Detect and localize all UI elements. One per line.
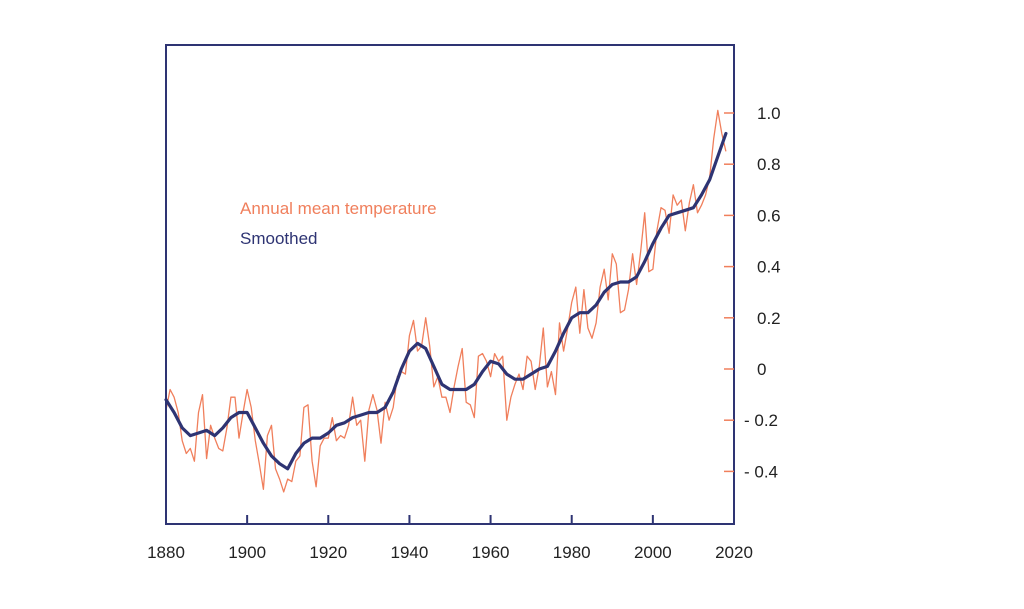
plot-frame [165,44,735,525]
legend-annual-label: Annual mean temperature [240,199,437,218]
legend-smoothed-label: Smoothed [240,229,318,248]
x-tick-label: 1900 [228,543,266,562]
x-tick-label: 2020 [715,543,753,562]
y-tick-label: 0.2 [757,309,781,328]
x-tick-label: 1980 [553,543,591,562]
y-tick-label: - 0.4 [744,462,778,481]
y-axis: 1.0 0.8 0.6 0.4 0.2 0 - 0.2 - 0.4 [724,104,781,481]
x-tick-label: 2000 [634,543,672,562]
y-tick-label: - 0.2 [744,411,778,430]
y-tick-label: 1.0 [757,104,781,123]
smoothed-line [164,131,728,471]
legend: Annual mean temperature Smoothed [240,199,437,248]
x-tick-label: 1940 [391,543,429,562]
plot-area [164,109,728,493]
annual-mean-temperature-line [165,109,727,493]
x-tick-label: 1920 [309,543,347,562]
y-tick-label: 0.6 [757,206,781,225]
y-tick-label: 0.4 [757,258,781,277]
y-tick-label: 0.8 [757,155,781,174]
x-tick-label: 1880 [147,543,185,562]
x-tick-label: 1960 [472,543,510,562]
x-axis: 1880 1900 1920 1940 1960 1980 2000 2020 [147,515,753,562]
y-tick-label: 0 [757,360,766,379]
